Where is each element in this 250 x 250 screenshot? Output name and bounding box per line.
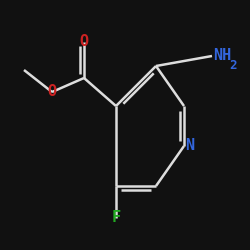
Text: F: F: [112, 210, 120, 226]
Text: 2: 2: [229, 59, 236, 72]
Text: N: N: [185, 138, 194, 154]
Text: NH: NH: [213, 48, 231, 64]
Text: O: O: [80, 34, 88, 50]
Text: O: O: [48, 84, 56, 100]
